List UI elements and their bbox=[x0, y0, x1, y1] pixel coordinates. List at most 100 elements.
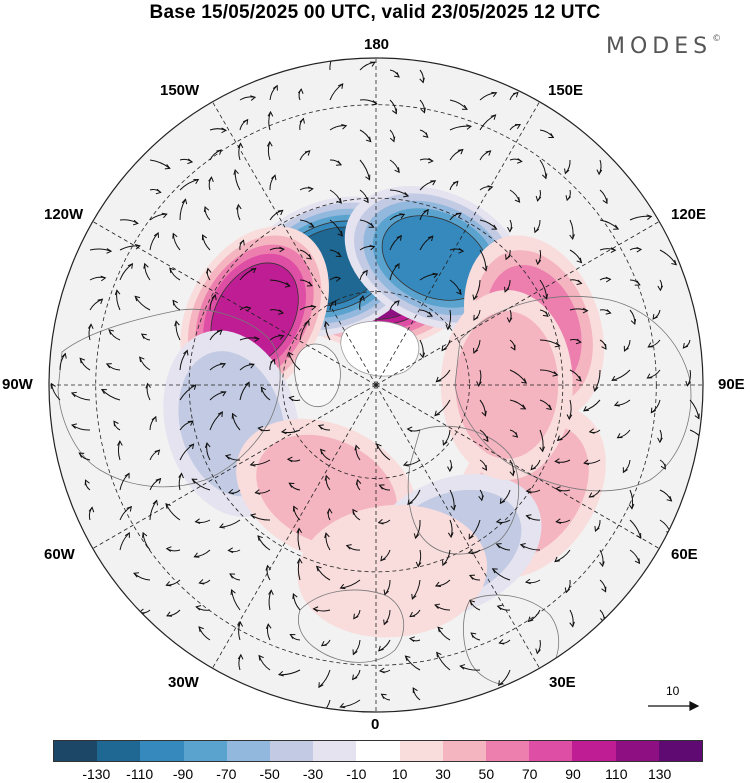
wind-arrow bbox=[657, 279, 664, 292]
wind-arrow bbox=[596, 159, 603, 176]
wind-arrow bbox=[78, 452, 91, 461]
wind-arrow bbox=[594, 519, 601, 532]
wind-arrow bbox=[179, 443, 195, 461]
wind-arrow bbox=[569, 338, 582, 345]
wind-arrow bbox=[616, 429, 631, 439]
wind-arrow bbox=[236, 203, 242, 221]
wind-arrow bbox=[266, 140, 273, 161]
colorbar-cell bbox=[226, 741, 271, 761]
wind-arrow bbox=[479, 91, 498, 101]
wind-arrow bbox=[409, 609, 421, 618]
wind-arrow bbox=[359, 244, 376, 251]
wind-arrow bbox=[613, 399, 631, 407]
wind-arrow bbox=[218, 519, 241, 529]
meridian-line bbox=[375, 384, 540, 669]
colorbar-cell bbox=[356, 741, 400, 761]
wind-arrow bbox=[239, 381, 250, 401]
wind-arrow bbox=[479, 185, 494, 191]
wind-arrow bbox=[204, 442, 211, 461]
wind-arrow bbox=[383, 579, 391, 596]
colorbar-tick-label: -10 bbox=[346, 766, 367, 782]
colorbar-cell bbox=[313, 741, 357, 761]
wind-arrow bbox=[533, 219, 541, 234]
wind-arrow bbox=[389, 159, 400, 174]
wind-arrow bbox=[269, 84, 278, 101]
wind-arrow bbox=[419, 339, 426, 359]
wind-arrow bbox=[224, 454, 241, 461]
colorbar-tick-label: 10 bbox=[391, 766, 408, 782]
wind-arrow bbox=[378, 484, 391, 491]
colorbar-cell bbox=[54, 741, 98, 761]
wind-arrow bbox=[447, 459, 453, 473]
wind-arrow bbox=[404, 655, 421, 671]
wind-arrow bbox=[239, 239, 245, 251]
wind-arrow bbox=[445, 309, 452, 331]
wind-arrow bbox=[269, 309, 285, 315]
wind-arrow bbox=[505, 249, 511, 261]
wind-arrow bbox=[174, 320, 181, 341]
wind-arrow bbox=[539, 399, 553, 411]
wind-arrow bbox=[509, 339, 516, 351]
wind-arrow bbox=[329, 276, 342, 282]
wind-arrow bbox=[208, 176, 214, 191]
wind-arrow bbox=[149, 477, 162, 491]
wind-arrow bbox=[329, 249, 342, 257]
wind-arrow bbox=[172, 299, 181, 311]
wind-arrow bbox=[100, 388, 121, 401]
wind-arrow bbox=[592, 369, 601, 392]
wind-arrow bbox=[376, 443, 391, 461]
wind-arrow bbox=[179, 420, 194, 431]
wind-arrow bbox=[409, 636, 421, 642]
wind-arrow bbox=[380, 693, 391, 701]
colorbar-cell bbox=[270, 741, 314, 761]
wind-arrow bbox=[479, 219, 498, 230]
wind-arrow bbox=[179, 384, 197, 401]
colorbar-tick-label: 130 bbox=[647, 766, 672, 782]
wind-arrow bbox=[166, 609, 181, 617]
wind-arrow bbox=[179, 178, 200, 191]
wind-arrow bbox=[449, 247, 465, 254]
colorbar bbox=[53, 740, 703, 762]
wind-arrow bbox=[288, 482, 301, 491]
lon-label-120w: 120W bbox=[44, 206, 84, 223]
wind-arrow bbox=[351, 669, 361, 681]
wind-arrow bbox=[329, 159, 343, 166]
wind-arrow bbox=[629, 519, 642, 539]
wind-arrow bbox=[509, 369, 528, 384]
wind-arrow bbox=[296, 527, 303, 551]
wind-arrow bbox=[583, 399, 601, 412]
wind-arrow bbox=[509, 189, 521, 203]
wind-arrow bbox=[297, 88, 304, 101]
wind-arrow bbox=[442, 429, 451, 446]
wind-arrow bbox=[470, 632, 481, 641]
wind-arrow bbox=[165, 579, 181, 587]
wind-arrow bbox=[329, 124, 348, 131]
wind-arrow bbox=[292, 505, 301, 521]
wind-arrow bbox=[143, 262, 151, 281]
wind-arrow bbox=[257, 425, 271, 432]
wind-arrow bbox=[239, 267, 257, 281]
map-boundary bbox=[48, 57, 704, 713]
coastlines bbox=[57, 295, 692, 687]
wind-arrow bbox=[599, 247, 617, 253]
wind-arrow bbox=[389, 213, 406, 221]
lon-label-60e: 60E bbox=[671, 546, 698, 563]
wind-arrow bbox=[292, 592, 301, 611]
wind-arrow bbox=[629, 214, 653, 221]
wind-arrow bbox=[564, 159, 571, 175]
wind-arrow bbox=[496, 604, 511, 611]
wind-arrow bbox=[89, 298, 104, 311]
wind-arrow bbox=[50, 382, 61, 401]
wind-arrow bbox=[209, 391, 227, 401]
wind-arrow bbox=[622, 459, 631, 474]
colorbar-cell bbox=[183, 741, 227, 761]
wind-arrow bbox=[280, 428, 301, 435]
colorbar-tick-label: 50 bbox=[478, 766, 495, 782]
wind-arrow bbox=[195, 605, 211, 611]
wind-arrow bbox=[108, 329, 121, 341]
wind-arrow bbox=[193, 549, 211, 558]
wind-arrow bbox=[419, 157, 434, 164]
wind-arrow bbox=[352, 639, 361, 656]
wind-arrow bbox=[569, 369, 582, 382]
wind-arrow bbox=[209, 149, 223, 161]
